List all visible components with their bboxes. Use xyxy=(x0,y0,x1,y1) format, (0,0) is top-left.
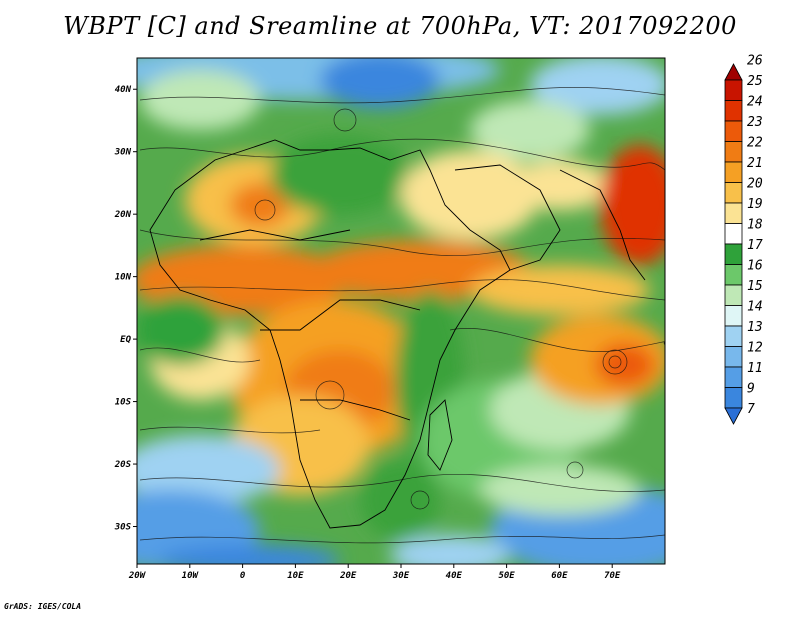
lon-tick-label: 10W xyxy=(182,571,200,581)
colorbar-swatch xyxy=(724,161,743,183)
colorbar-level-label: 13 xyxy=(747,320,763,335)
lon-tick-label: 40E xyxy=(446,571,463,581)
colorbar-swatch xyxy=(724,366,743,388)
colorbar-level-label: 20 xyxy=(747,177,763,192)
colorbar-swatch xyxy=(724,79,743,101)
country-borders xyxy=(149,139,646,529)
colorbar-level-label: 22 xyxy=(747,136,763,151)
map-title: WBPT [C] and Sreamline at 700hPa, VT: 20… xyxy=(63,12,737,40)
colorbar-level-label: 26 xyxy=(747,54,763,69)
colorbar-swatch xyxy=(724,305,743,327)
lat-tick-label: 20S xyxy=(114,460,132,470)
colorbar-swatch xyxy=(724,264,743,286)
lat-tick-label: 10S xyxy=(115,398,132,408)
colorbar-swatch xyxy=(724,202,743,224)
colorbar-swatch xyxy=(724,243,743,265)
colorbar-max-arrow xyxy=(724,63,743,81)
streamlines xyxy=(139,87,665,544)
colorbar-level-label: 12 xyxy=(747,341,763,356)
colorbar-level-label: 25 xyxy=(747,74,763,89)
colorbar-swatch xyxy=(724,223,743,245)
lon-tick-label: 0 xyxy=(240,571,246,581)
lon-tick-label: 10E xyxy=(287,571,304,581)
lon-tick-label: 60E xyxy=(551,571,568,581)
colorbar-swatch xyxy=(724,325,743,347)
lat-tick-label: 40N xyxy=(115,85,132,95)
lat-tick-label: EQ xyxy=(120,335,131,345)
colorbar-min-arrow xyxy=(724,407,743,425)
colorbar-level-label: 21 xyxy=(747,156,763,171)
colorbar-level-label: 14 xyxy=(747,300,763,315)
lat-tick-label: 20N xyxy=(114,210,132,220)
shaded-field xyxy=(137,58,665,564)
grads-credit: GrADS: IGES/COLA xyxy=(4,602,82,611)
colorbar-level-label: 9 xyxy=(747,382,755,397)
colorbar-level-label: 19 xyxy=(747,197,763,212)
colorbar: 26 25 24 23 22 21 20 19 18 17 16 15 14 13 12 11 9 7 xyxy=(724,54,763,425)
lon-tick-label: 30E xyxy=(392,571,410,581)
lon-tick-label: 70E xyxy=(604,571,621,581)
latitude-axis: 40N 30N 20N 10N EQ 10S 20S 30S xyxy=(114,85,137,533)
lat-tick-label: 30S xyxy=(114,523,132,533)
colorbar-swatch xyxy=(724,182,743,204)
colorbar-swatch xyxy=(724,141,743,163)
colorbar-level-label: 7 xyxy=(747,402,755,417)
colorbar-swatch xyxy=(724,120,743,142)
lat-tick-label: 10N xyxy=(115,273,132,283)
colorbar-level-label: 18 xyxy=(747,218,763,233)
colorbar-level-label: 17 xyxy=(747,238,763,253)
colorbar-level-label: 24 xyxy=(747,95,763,110)
lon-tick-label: 20E xyxy=(339,571,357,581)
colorbar-level-label: 16 xyxy=(747,259,763,274)
colorbar-swatch xyxy=(724,346,743,368)
colorbar-level-label: 15 xyxy=(747,279,763,294)
lon-tick-label: 20W xyxy=(128,571,147,581)
lon-tick-label: 50E xyxy=(498,571,515,581)
colorbar-level-label: 23 xyxy=(747,115,763,130)
colorbar-swatch xyxy=(724,284,743,306)
colorbar-swatch xyxy=(724,100,743,122)
colorbar-level-label: 11 xyxy=(747,361,763,376)
longitude-axis: 20W 10W 0 10E 20E 30E 40E 50E 60E 70E xyxy=(128,564,621,581)
colorbar-swatch xyxy=(724,387,743,409)
lat-tick-label: 30N xyxy=(114,148,132,158)
